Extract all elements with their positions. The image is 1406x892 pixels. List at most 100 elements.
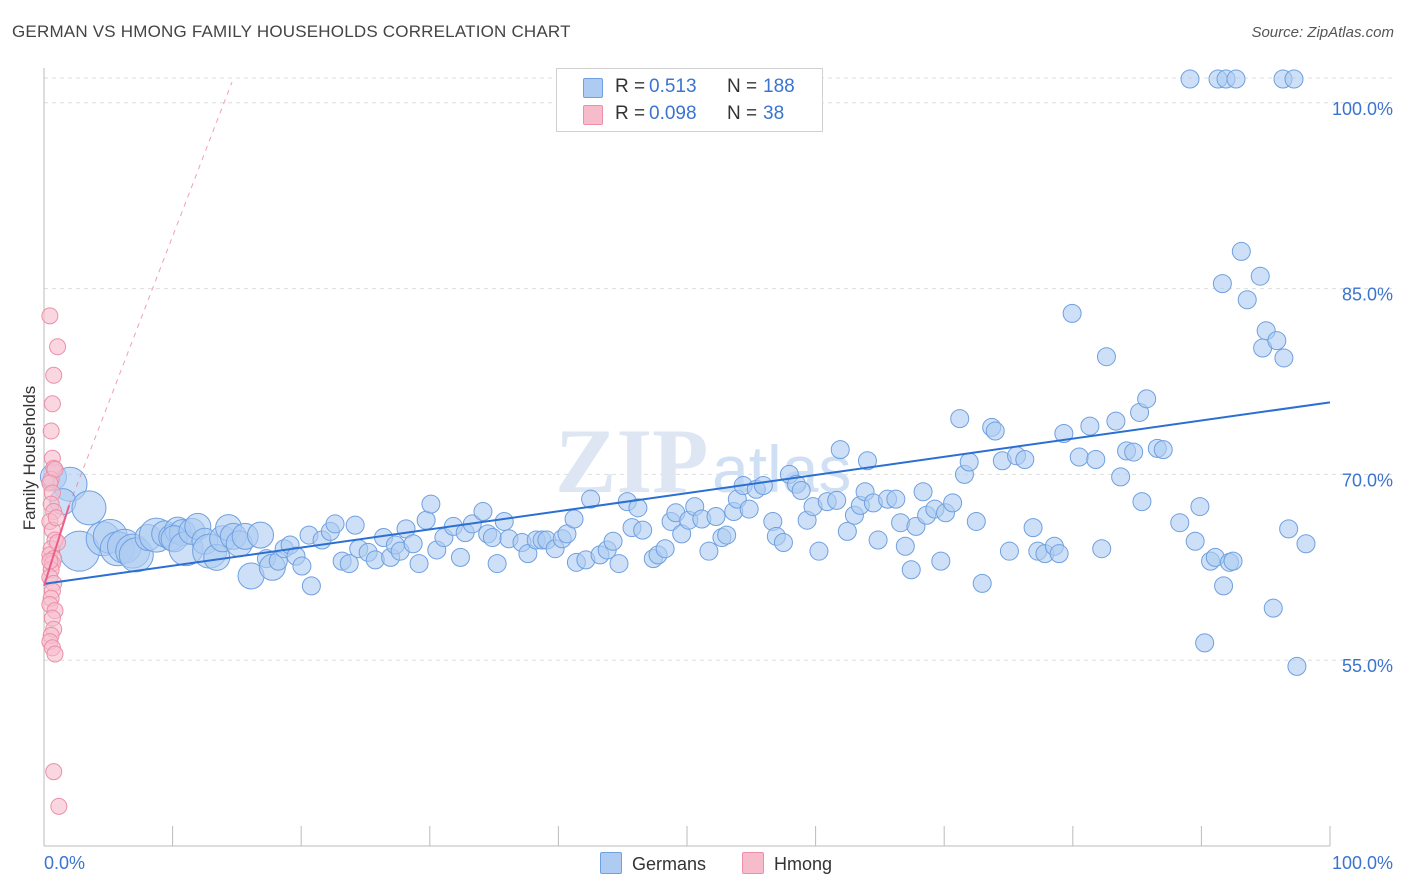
german-point (717, 525, 737, 545)
legend-swatch-hmong (583, 105, 603, 125)
x-tick-label: 100.0% (1332, 853, 1393, 873)
hmong-point (49, 338, 67, 356)
german-point (1096, 347, 1116, 367)
german-point (1015, 450, 1035, 470)
german-point (868, 530, 888, 550)
hmong-point (43, 395, 61, 413)
german-point (966, 511, 986, 531)
german-point (1274, 348, 1294, 368)
german-point (1111, 467, 1131, 487)
german-point (1296, 534, 1316, 554)
german-point (1185, 531, 1205, 551)
german-point (247, 521, 275, 549)
german-point (403, 534, 423, 554)
german-point (1267, 331, 1287, 351)
tick-labels: 55.0% 70.0% 85.0% 100.0% 0.0% 100.0% (44, 99, 1393, 873)
german-point (609, 554, 629, 574)
german-points (39, 69, 1316, 676)
german-point (753, 476, 773, 496)
german-point (1080, 416, 1100, 436)
german-point (1092, 539, 1112, 559)
german-point (913, 482, 933, 502)
german-point (999, 541, 1019, 561)
german-point (1086, 450, 1106, 470)
legend-swatch-hmong (742, 852, 764, 874)
german-point (699, 541, 719, 561)
legend-r-label: R = (615, 76, 646, 97)
german-point (494, 511, 514, 531)
german-point (931, 551, 951, 571)
german-point (1069, 447, 1089, 467)
legend-swatch-germans (583, 78, 603, 98)
german-point (809, 541, 829, 561)
german-point (482, 528, 502, 548)
hmong-point (41, 307, 59, 325)
german-point (895, 536, 915, 556)
german-point (1062, 303, 1082, 323)
german-point (1237, 290, 1257, 310)
german-point (292, 556, 312, 576)
german-point (345, 515, 365, 535)
y-tick-label: 70.0% (1342, 470, 1393, 490)
german-point (301, 576, 321, 596)
german-point (1137, 389, 1157, 409)
german-point (416, 510, 436, 530)
german-point (1223, 551, 1243, 571)
hmong-point (50, 797, 68, 815)
hmong-point (46, 645, 64, 663)
german-point (985, 421, 1005, 441)
german-point (564, 509, 584, 529)
legend-n-value: 38 (763, 103, 785, 124)
german-point (409, 554, 429, 574)
x-tick-label: 0.0% (44, 853, 85, 873)
legend-r-label: R = (615, 103, 646, 124)
german-point (943, 493, 963, 513)
y-tick-label: 85.0% (1342, 285, 1393, 305)
legend-label-germans: Germans (632, 854, 707, 874)
german-point (473, 502, 493, 522)
legend-swatch-germans (600, 852, 622, 874)
german-point (1214, 576, 1234, 596)
hmong-point (45, 763, 63, 781)
german-point (487, 554, 507, 574)
german-point (325, 514, 345, 534)
correlation-legend: R = 0.513 N = 188 R = 0.098 N = 38 (556, 68, 823, 132)
y-tick-label: 55.0% (1342, 656, 1393, 676)
german-point (1180, 69, 1200, 89)
hmong-point (45, 366, 63, 384)
hmong-point (47, 509, 65, 527)
german-point (837, 521, 857, 541)
german-point (1231, 241, 1251, 261)
german-point (71, 490, 107, 526)
german-point (450, 547, 470, 567)
legend-r-value: 0.513 (649, 76, 697, 97)
german-point (1023, 518, 1043, 538)
legend-n-value: 188 (763, 76, 795, 97)
legend-item-germans[interactable]: Germans (600, 852, 706, 875)
german-point (830, 440, 850, 460)
german-point (739, 499, 759, 519)
german-point (857, 451, 877, 471)
legend-r-value: 0.098 (649, 103, 697, 124)
german-point (791, 480, 811, 500)
german-point (1226, 69, 1246, 89)
legend-n-label: N = (727, 103, 758, 124)
y-tick-label: 100.0% (1332, 99, 1393, 119)
german-point (959, 452, 979, 472)
chart-title: GERMAN VS HMONG FAMILY HOUSEHOLDS CORREL… (12, 22, 571, 41)
german-trend-line (43, 401, 1331, 585)
german-point (1284, 69, 1304, 89)
chart-source: Source: ZipAtlas.com (1251, 24, 1394, 41)
legend-item-hmong[interactable]: Hmong (742, 852, 832, 875)
german-point (628, 498, 648, 518)
hmong-trend-line (43, 505, 71, 587)
german-point (1124, 442, 1144, 462)
german-point (581, 489, 601, 509)
legend-row-hmong: R = 0.098 N = 38 (557, 101, 822, 127)
german-point (950, 409, 970, 429)
hmong-point (42, 422, 60, 440)
german-point (1054, 424, 1074, 444)
german-point (603, 531, 623, 551)
german-point (1287, 656, 1307, 676)
